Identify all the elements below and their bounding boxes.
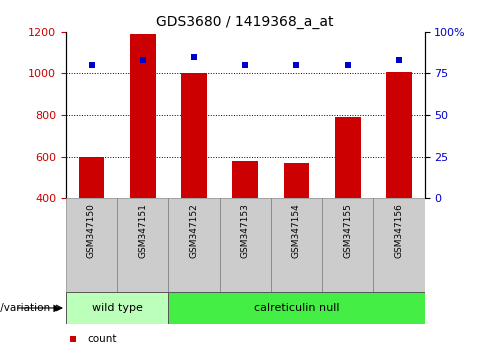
Bar <box>232 161 258 198</box>
Text: GSM347156: GSM347156 <box>394 203 404 258</box>
Bar <box>168 198 220 292</box>
Point <box>69 336 77 342</box>
Bar <box>271 198 322 292</box>
Point <box>242 62 249 68</box>
Bar <box>373 198 425 292</box>
Title: GDS3680 / 1419368_a_at: GDS3680 / 1419368_a_at <box>157 16 334 29</box>
Bar <box>284 163 309 198</box>
Bar <box>220 198 271 292</box>
Text: GSM347154: GSM347154 <box>292 203 301 258</box>
Bar <box>181 74 207 198</box>
Bar <box>117 198 168 292</box>
Bar <box>130 34 156 198</box>
Point <box>139 57 147 63</box>
Bar <box>322 198 373 292</box>
Text: GSM347153: GSM347153 <box>241 203 250 258</box>
Text: calreticulin null: calreticulin null <box>254 303 339 313</box>
Point <box>293 62 301 68</box>
Bar <box>66 198 117 292</box>
Bar <box>168 292 425 324</box>
Point <box>190 54 198 59</box>
Bar <box>66 292 168 324</box>
Bar <box>386 73 412 198</box>
Bar <box>79 156 104 198</box>
Text: count: count <box>87 334 117 344</box>
Text: GSM347152: GSM347152 <box>189 203 199 258</box>
Text: wild type: wild type <box>92 303 142 313</box>
Text: GSM347150: GSM347150 <box>87 203 96 258</box>
Point <box>395 57 403 63</box>
Text: genotype/variation ▶: genotype/variation ▶ <box>0 303 61 313</box>
Point <box>344 62 352 68</box>
Text: GSM347151: GSM347151 <box>138 203 147 258</box>
Bar <box>335 117 361 198</box>
Text: GSM347155: GSM347155 <box>343 203 352 258</box>
Point <box>88 62 96 68</box>
